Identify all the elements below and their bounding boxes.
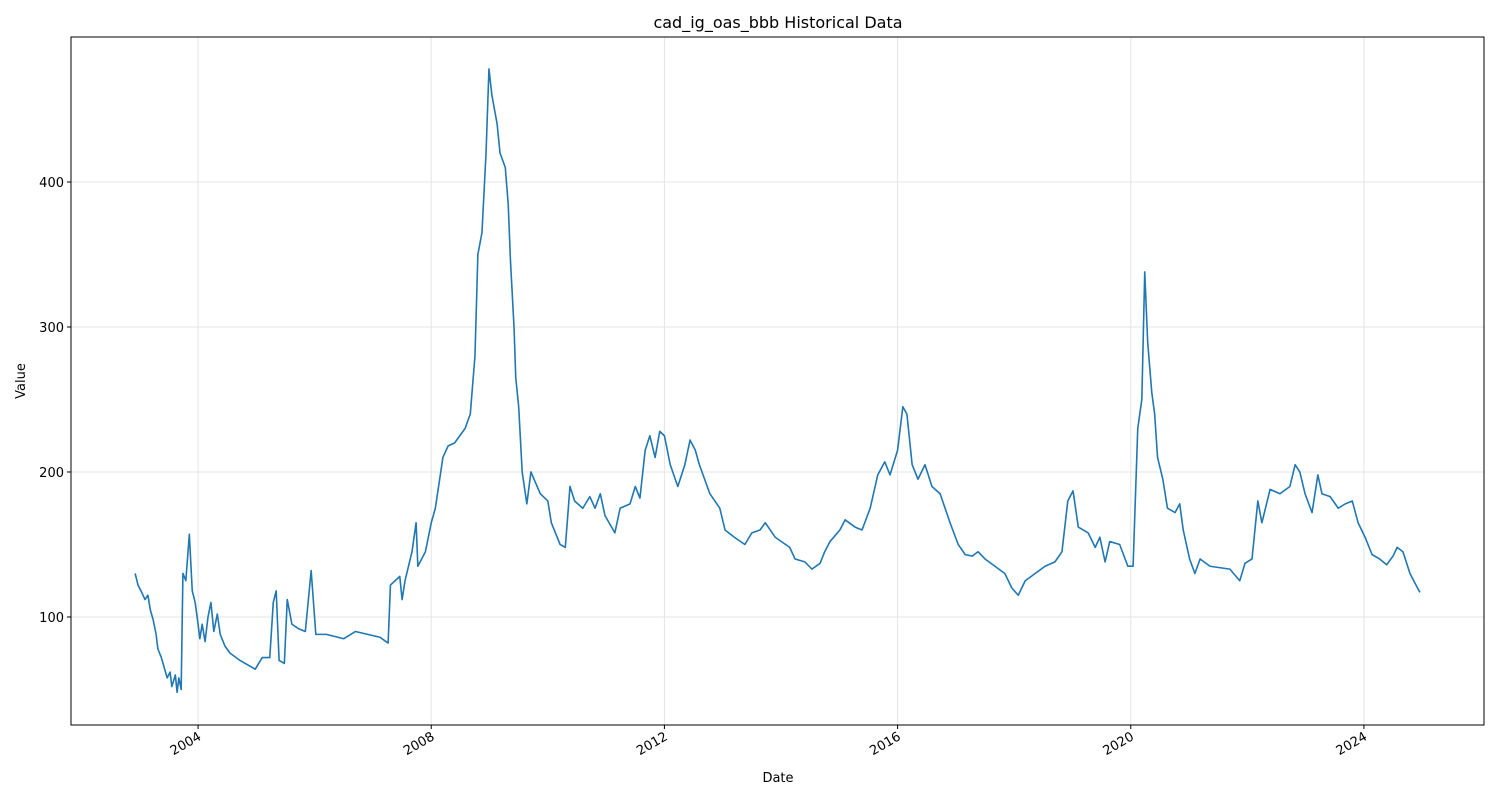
y-axis-label: Value	[14, 363, 29, 399]
axes-frame	[70, 36, 1485, 726]
chart-title: cad_ig_oas_bbb Historical Data	[653, 13, 902, 33]
line-series	[134, 68, 1421, 694]
y-tick-label: 300	[39, 321, 64, 336]
y-tick-label: 100	[39, 611, 64, 626]
x-axis-label: Date	[762, 771, 793, 786]
y-tick-label: 400	[39, 176, 64, 191]
y-tick-label: 200	[39, 466, 64, 481]
